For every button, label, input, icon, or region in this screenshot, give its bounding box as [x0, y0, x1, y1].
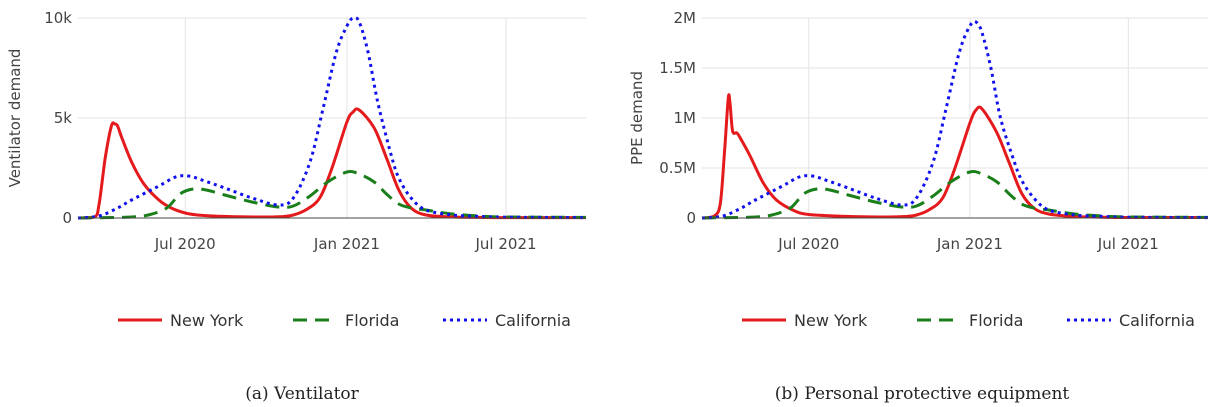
x-tick-label: Jan 2021 — [936, 235, 1003, 253]
panel-caption: (b) Personal protective equipment — [775, 384, 1070, 404]
legend-item-california: California — [1067, 311, 1195, 330]
series-line-new-york — [701, 93, 1208, 220]
grid-layer — [78, 17, 586, 218]
legend: New York Florida California — [118, 311, 571, 330]
y-tick-label: 0.5M — [659, 159, 696, 177]
legend-label: California — [1119, 311, 1195, 330]
y-tick-label: 1M — [674, 109, 697, 127]
y-tick-label: 0 — [62, 209, 72, 227]
series-layer — [701, 19, 1208, 220]
legend: New York Florida California — [742, 311, 1195, 330]
x-tick-label: Jul 2020 — [154, 235, 216, 253]
ventilator-chart-panel: 0 5k 10k Jul 2020 Jan 2021 Jul 2021 Ventilato… — [6, 9, 587, 404]
series-line-florida — [701, 170, 1208, 220]
legend-label: New York — [170, 311, 244, 330]
y-axis-title: PPE demand — [628, 71, 646, 165]
y-axis-title: Ventilator demand — [6, 49, 24, 188]
x-tick-label: Jul 2021 — [1097, 235, 1159, 253]
y-tick-label: 10k — [44, 9, 72, 27]
legend-item-california: California — [443, 311, 571, 330]
x-tick-label: Jul 2020 — [777, 235, 839, 253]
tick-labels: 0 0.5M 1M 1.5M 2M Jul 2020 Jan 2021 Jul 2021 — [659, 9, 1159, 253]
legend-label: New York — [794, 311, 868, 330]
legend-label: Florida — [969, 311, 1023, 330]
y-tick-label: 1.5M — [659, 59, 696, 77]
legend-label: California — [495, 311, 571, 330]
ppe-chart: 0 0.5M 1M 1.5M 2M Jul 2020 Jan 2021 Jul 2021 PP… — [628, 9, 1208, 404]
ventilator-chart: 0 5k 10k Jul 2020 Jan 2021 Jul 2021 Ventilato… — [6, 9, 587, 404]
series-line-new-york — [77, 107, 586, 220]
series-line-california — [77, 15, 587, 220]
series-line-florida — [77, 170, 587, 220]
ppe-chart-panel: 0 0.5M 1M 1.5M 2M Jul 2020 Jan 2021 Jul 2021 PP… — [604, 0, 1208, 407]
series-line-california — [701, 19, 1208, 220]
legend-item-new-york: New York — [118, 311, 244, 330]
series-layer — [77, 15, 587, 220]
legend-label: Florida — [345, 311, 399, 330]
x-tick-label: Jul 2021 — [474, 235, 536, 253]
legend-item-florida: Florida — [293, 311, 399, 330]
grid-layer — [702, 17, 1208, 218]
legend-item-florida: Florida — [917, 311, 1023, 330]
legend-item-new-york: New York — [742, 311, 868, 330]
x-tick-label: Jan 2021 — [313, 235, 380, 253]
y-tick-label: 2M — [674, 9, 697, 27]
y-tick-label: 5k — [54, 109, 73, 127]
panel-caption: (a) Ventilator — [245, 384, 359, 404]
tick-labels: 0 5k 10k Jul 2020 Jan 2021 Jul 2021 — [44, 9, 536, 253]
y-tick-label: 0 — [686, 209, 696, 227]
